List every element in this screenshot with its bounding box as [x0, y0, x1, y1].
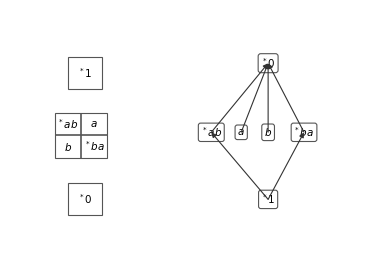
Text: $^*ba$: $^*ba$: [83, 140, 105, 153]
Text: $b$: $b$: [64, 140, 72, 153]
Text: $a$: $a$: [237, 127, 245, 137]
Text: $^*ab$: $^*ab$: [201, 125, 222, 139]
Text: $^*0$: $^*0$: [261, 56, 276, 70]
Text: $^*ba$: $^*ba$: [293, 125, 315, 139]
Text: $a$: $a$: [90, 119, 98, 129]
FancyBboxPatch shape: [68, 57, 102, 89]
Text: $b$: $b$: [264, 126, 272, 138]
Text: $^*0$: $^*0$: [78, 192, 92, 206]
Text: $^*1$: $^*1$: [261, 192, 275, 206]
Text: $^*ab$: $^*ab$: [57, 117, 79, 131]
FancyBboxPatch shape: [68, 183, 102, 215]
FancyBboxPatch shape: [55, 113, 107, 158]
Text: $^*1$: $^*1$: [78, 66, 92, 80]
